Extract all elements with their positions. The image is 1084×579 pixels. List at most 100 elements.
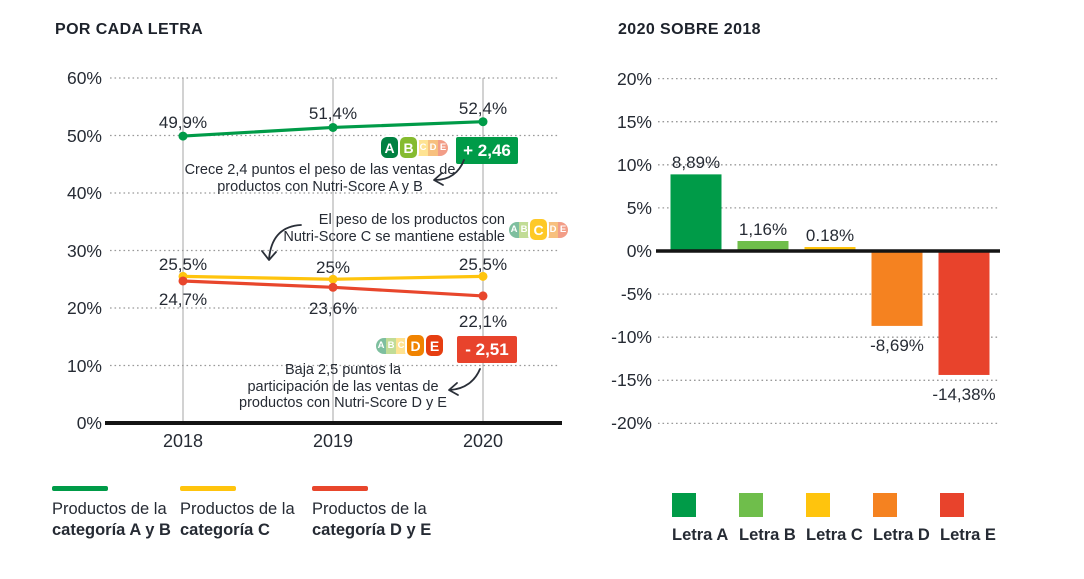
annotation-c-line2: Nutri-Score C se mantiene estable: [283, 228, 505, 245]
legend-color-swatch: [672, 493, 696, 517]
legend-label: Productos de la: [180, 500, 295, 518]
legend-color-swatch: [873, 493, 897, 517]
nutriscore-letter-b: B: [398, 135, 419, 160]
y-tick-label: 60%: [66, 68, 102, 88]
y-tick-label: 5%: [626, 197, 652, 218]
y-tick-label: 10%: [66, 355, 102, 376]
point-label: 51,4%: [308, 104, 358, 124]
nutriscore-letter-d: D: [428, 139, 438, 156]
bar-value-label: -14,38%: [932, 384, 996, 404]
point-label: 25,5%: [158, 255, 208, 275]
y-tick-label: 0%: [76, 413, 102, 433]
legend-label-bold: categoría A y B: [52, 521, 171, 539]
legend-item: Productos de la categoría A y B: [52, 486, 171, 540]
legend-item: Letra E: [940, 493, 996, 545]
bar-value-label: 0.18%: [805, 226, 855, 245]
annotation-de-line1: Baja 2,5 puntos la: [284, 362, 402, 378]
legend-label-bold: categoría D y E: [312, 521, 432, 539]
nutriscore-letter-c: C: [418, 139, 428, 156]
legend-label: Letra C: [806, 526, 863, 544]
y-tick-label: 15%: [616, 111, 652, 132]
legend-line-swatch: [180, 486, 236, 491]
x-tick-label: 2019: [312, 431, 354, 451]
nutriscore-letter-a: A: [509, 221, 519, 238]
y-tick-label: 0%: [626, 241, 652, 261]
annotation-de-line3: productos con Nutri-Score D y E: [239, 395, 447, 411]
y-tick-label: 20%: [66, 298, 102, 318]
nutriscore-letter-e: E: [438, 139, 448, 156]
point-label: 25%: [315, 258, 351, 278]
x-tick-label: 2020: [462, 431, 504, 451]
legend-color-swatch: [940, 493, 964, 517]
nutriscore-letter-e: E: [424, 333, 445, 358]
y-tick-label: -15%: [611, 370, 652, 391]
bar: [804, 247, 856, 251]
annotation-de: Baja 2,5 puntos la participación de las …: [218, 362, 468, 412]
nutriscore-letter-a: A: [376, 337, 386, 354]
point-label: 24,7%: [158, 289, 208, 309]
annotation-ab: Crece 2,4 puntos el peso de las ventas d…: [150, 162, 490, 195]
delta-ab-badge: + 2,46: [456, 137, 518, 164]
bar-value-label: 8,89%: [671, 153, 721, 173]
curved-arrow-icon-c: [261, 224, 302, 261]
data-point: [478, 291, 488, 301]
legend-label: Letra E: [940, 526, 996, 544]
legend-line-swatch: [312, 486, 368, 491]
legend-item: Productos de la categoría C: [180, 486, 295, 540]
curved-arrow-icon-de: [448, 368, 481, 396]
legend-item: Letra B: [739, 493, 796, 545]
point-label: 23,6%: [308, 299, 358, 319]
series-line: [181, 279, 485, 298]
legend-label: Letra D: [873, 526, 930, 544]
y-tick-label: 20%: [616, 68, 652, 89]
bar: [670, 174, 722, 251]
nutriscore-letter-d: D: [548, 221, 558, 238]
y-tick-label: -20%: [611, 413, 652, 434]
bar: [871, 251, 923, 326]
nutriscore-letter-a: A: [379, 135, 400, 160]
data-point: [178, 276, 188, 286]
legend-line-swatch: [52, 486, 108, 491]
annotation-ab-line2: productos con Nutri-Score A y B: [217, 178, 423, 195]
left-chart-title: POR CADA LETRA: [55, 21, 204, 38]
data-point: [328, 282, 338, 292]
point-label: 25,5%: [458, 255, 508, 275]
bar: [737, 241, 789, 251]
right-chart-title: 2020 SOBRE 2018: [618, 21, 761, 38]
annotation-de-line2: participación de las ventas de: [247, 378, 439, 395]
annotation-ab-line1: Crece 2,4 puntos el peso de las ventas d…: [184, 162, 456, 178]
legend-item: Letra A: [672, 493, 728, 545]
nutriscore-letter-d: D: [405, 333, 426, 358]
legend-label-bold: categoría C: [180, 521, 270, 539]
point-label: 49,9%: [158, 113, 208, 133]
y-tick-label: -10%: [611, 327, 652, 348]
annotation-c: El peso de los productos con Nutri-Score…: [270, 212, 505, 245]
point-label: 52,4%: [458, 98, 508, 118]
legend-item: Productos de la categoría D y E: [312, 486, 431, 540]
bar: [938, 251, 990, 375]
delta-de-badge: - 2,51: [457, 336, 517, 363]
annotation-c-line1: El peso de los productos con: [318, 212, 505, 228]
legend-label: Letra A: [672, 526, 729, 544]
y-tick-label: 50%: [66, 125, 102, 146]
bar-value-label: -8,69%: [870, 335, 924, 355]
y-tick-label: 10%: [616, 154, 652, 175]
legend-item: Letra D: [873, 493, 930, 545]
legend-label: Productos de la: [312, 500, 427, 518]
legend-label: Letra B: [739, 526, 796, 544]
point-label: 22,1%: [458, 311, 508, 331]
y-tick-label: -5%: [620, 284, 652, 305]
nutriscore-letter-c: C: [396, 337, 406, 354]
legend-item: Letra C: [806, 493, 863, 545]
nutriscore-letter-b: B: [386, 337, 396, 354]
legend-label: Productos de la: [52, 500, 167, 518]
nutriscore-letter-c: C: [528, 217, 549, 242]
nutriscore-letter-b: B: [519, 221, 529, 238]
y-tick-label: 40%: [66, 183, 102, 203]
legend-color-swatch: [739, 493, 763, 517]
x-tick-label: 2018: [162, 431, 204, 451]
